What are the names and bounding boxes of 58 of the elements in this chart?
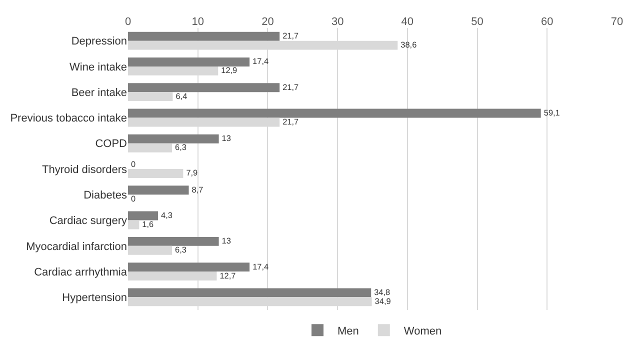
y-tick-label: Hypertension xyxy=(62,292,127,304)
y-tick-label: Cardiac arrhythmia xyxy=(34,266,128,278)
data-label: 1,6 xyxy=(142,220,154,230)
bar xyxy=(128,236,219,246)
y-tick-label: Wine intake xyxy=(70,61,127,74)
data-label: 21,7 xyxy=(282,117,300,126)
data-label: 7,9 xyxy=(186,168,198,178)
bar xyxy=(128,186,189,195)
data-label: 6,3 xyxy=(175,143,187,152)
data-label: 13 xyxy=(222,236,232,246)
data-label: 21,7 xyxy=(282,82,300,92)
bar xyxy=(128,92,173,102)
bar xyxy=(128,262,250,272)
bar xyxy=(128,134,219,144)
x-tick-label: 20 xyxy=(262,16,274,28)
data-label: 4,3 xyxy=(161,211,173,220)
y-tick-label: Cardiac surgery xyxy=(49,215,128,228)
data-label: 8,7 xyxy=(192,185,204,194)
x-tick-label: 10 xyxy=(192,16,204,28)
y-tick-label: Depression xyxy=(71,36,127,48)
y-tick-label: Previous tobacco intake xyxy=(10,112,127,125)
bar xyxy=(128,220,140,230)
bar xyxy=(128,32,280,41)
bar xyxy=(128,57,250,66)
data-label: 21,7 xyxy=(282,32,300,41)
data-label: 0 xyxy=(131,160,136,169)
bar xyxy=(128,143,172,152)
y-tick-label: Diabetes xyxy=(84,189,128,202)
x-tick-label: 50 xyxy=(471,16,484,28)
data-label: 59,1 xyxy=(544,108,560,118)
bar xyxy=(128,169,184,178)
y-tick-label: COPD xyxy=(95,138,128,150)
data-label: 0 xyxy=(131,194,136,204)
x-tick-label: 30 xyxy=(331,16,344,28)
data-label: 12,9 xyxy=(221,66,238,76)
data-label: 6,3 xyxy=(175,246,187,255)
y-tick-label: Thyroid disorders xyxy=(42,164,128,176)
bar xyxy=(128,246,172,255)
data-label: 38,6 xyxy=(400,40,418,50)
x-tick-label: 60 xyxy=(541,16,554,28)
data-label: 17,4 xyxy=(252,57,269,66)
data-label: 34,9 xyxy=(374,296,392,306)
data-label: 34,8 xyxy=(374,288,391,297)
bar xyxy=(128,288,372,298)
bar xyxy=(128,108,541,118)
x-tick-label: 0 xyxy=(124,16,132,28)
y-tick-label: Myocardial infarction xyxy=(26,240,127,253)
bar xyxy=(128,211,158,220)
data-label: 13 xyxy=(222,134,232,144)
data-label: 17,4 xyxy=(252,262,269,272)
x-tick-label: 40 xyxy=(401,16,414,28)
data-label: 6,4 xyxy=(176,92,188,101)
bar xyxy=(128,83,280,92)
legend-label: Women xyxy=(404,325,442,338)
legend-label: Men xyxy=(338,325,359,338)
x-tick-label: 70 xyxy=(610,16,624,28)
y-tick-label: Beer intake xyxy=(71,86,127,99)
data-label: 12,7 xyxy=(220,271,236,280)
